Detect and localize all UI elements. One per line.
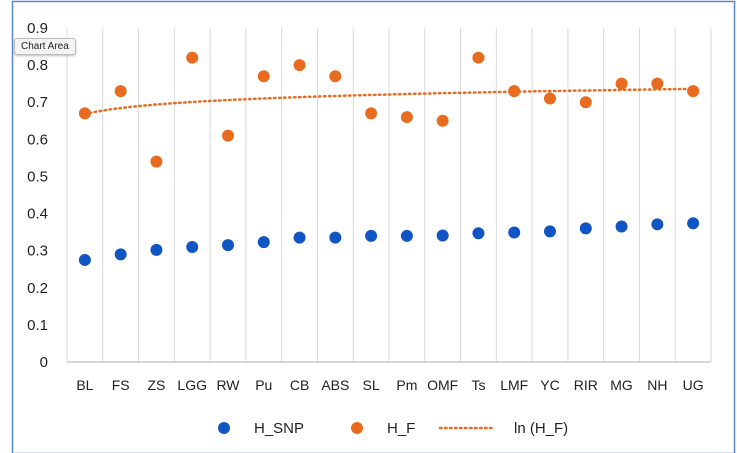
x-tick-label: NH: [647, 377, 667, 393]
y-tick-label: 0.9: [27, 20, 48, 37]
gridlines: [66, 28, 712, 363]
y-tick-label: 0.6: [27, 131, 48, 148]
point-h-f: [472, 51, 485, 64]
point-h-snp: [150, 243, 163, 256]
point-h-f: [293, 59, 306, 72]
plot-points: [78, 51, 700, 266]
x-tick-label: FS: [112, 377, 130, 393]
x-axis-ticks: BL FS ZS LGG RW Pu CB ABS SL Pm OMF Ts LMF YC RIR MG NH U…: [76, 377, 703, 393]
trendline-ln-h-f: [83, 87, 695, 116]
x-tick-label: CB: [290, 377, 309, 393]
y-tick-label: 0.3: [27, 243, 48, 260]
point-h-f: [544, 92, 556, 105]
x-tick-label: RW: [216, 377, 240, 393]
point-h-snp: [400, 229, 413, 242]
point-h-snp: [579, 222, 592, 235]
point-h-snp: [544, 225, 556, 238]
point-h-snp: [186, 240, 199, 253]
point-h-snp: [293, 231, 306, 244]
point-h-snp: [257, 236, 270, 249]
x-tick-label: Pu: [255, 377, 272, 393]
point-h-f: [257, 70, 270, 83]
point-h-snp: [615, 220, 628, 233]
legend-marker-h-snp: [218, 422, 230, 434]
y-tick-label: 0.7: [27, 94, 48, 111]
point-h-snp: [472, 227, 485, 240]
x-tick-label: RIR: [574, 377, 598, 393]
point-h-snp: [114, 248, 127, 261]
x-tick-label: YC: [540, 377, 559, 393]
point-h-f: [78, 107, 91, 120]
x-tick-label: UG: [683, 377, 704, 393]
x-tick-label: SL: [363, 377, 380, 393]
x-tick-label: LMF: [500, 377, 528, 393]
legend-marker-h-f: [351, 422, 363, 434]
point-h-f: [186, 51, 199, 64]
legend-label-h-snp: H_SNP: [254, 420, 304, 437]
point-h-snp: [78, 253, 91, 266]
legend-label-h-f: H_F: [387, 420, 415, 437]
point-h-f: [579, 96, 592, 109]
y-tick-label: 0.1: [27, 317, 48, 334]
point-h-f: [150, 155, 163, 168]
point-h-snp: [329, 231, 342, 244]
y-tick-label: 0: [40, 354, 48, 371]
point-h-f: [508, 85, 521, 98]
point-h-snp: [651, 218, 664, 231]
legend[interactable]: H_SNP H_F ln (H_F): [218, 420, 568, 437]
point-h-f: [651, 77, 664, 90]
x-tick-label: ABS: [321, 377, 349, 393]
point-h-f: [365, 107, 378, 120]
point-h-snp: [222, 239, 234, 252]
point-h-f: [329, 70, 342, 83]
y-tick-label: 0.8: [27, 57, 48, 74]
y-tick-label: 0.4: [27, 206, 48, 223]
x-tick-label: LGG: [177, 377, 207, 393]
x-tick-label: Ts: [471, 377, 485, 393]
x-tick-label: OMF: [427, 377, 458, 393]
point-h-snp: [687, 217, 700, 230]
chart-frame: [11, 0, 736, 453]
point-h-snp: [436, 229, 449, 242]
point-h-f: [436, 114, 449, 127]
point-h-f: [114, 85, 127, 98]
point-h-snp: [508, 226, 521, 239]
x-tick-label: MG: [610, 377, 633, 393]
x-tick-label: Pm: [396, 377, 417, 393]
y-tick-label: 0.2: [27, 280, 48, 297]
point-h-f: [615, 77, 628, 90]
trendline-layer: [83, 87, 695, 116]
point-h-f: [400, 111, 413, 124]
point-h-f: [222, 129, 234, 142]
chart-area-tooltip: Chart Area: [14, 38, 76, 55]
point-h-snp: [365, 229, 378, 242]
y-tick-label: 0.5: [27, 168, 48, 185]
legend-label-trendline: ln (H_F): [514, 420, 568, 437]
x-tick-label: ZS: [147, 377, 165, 393]
x-tick-label: BL: [76, 377, 93, 393]
y-axis-ticks: 0 0.1 0.2 0.3 0.4 0.5 0.6 0.7 0.8 0.9: [27, 20, 48, 371]
point-h-f: [687, 85, 700, 98]
